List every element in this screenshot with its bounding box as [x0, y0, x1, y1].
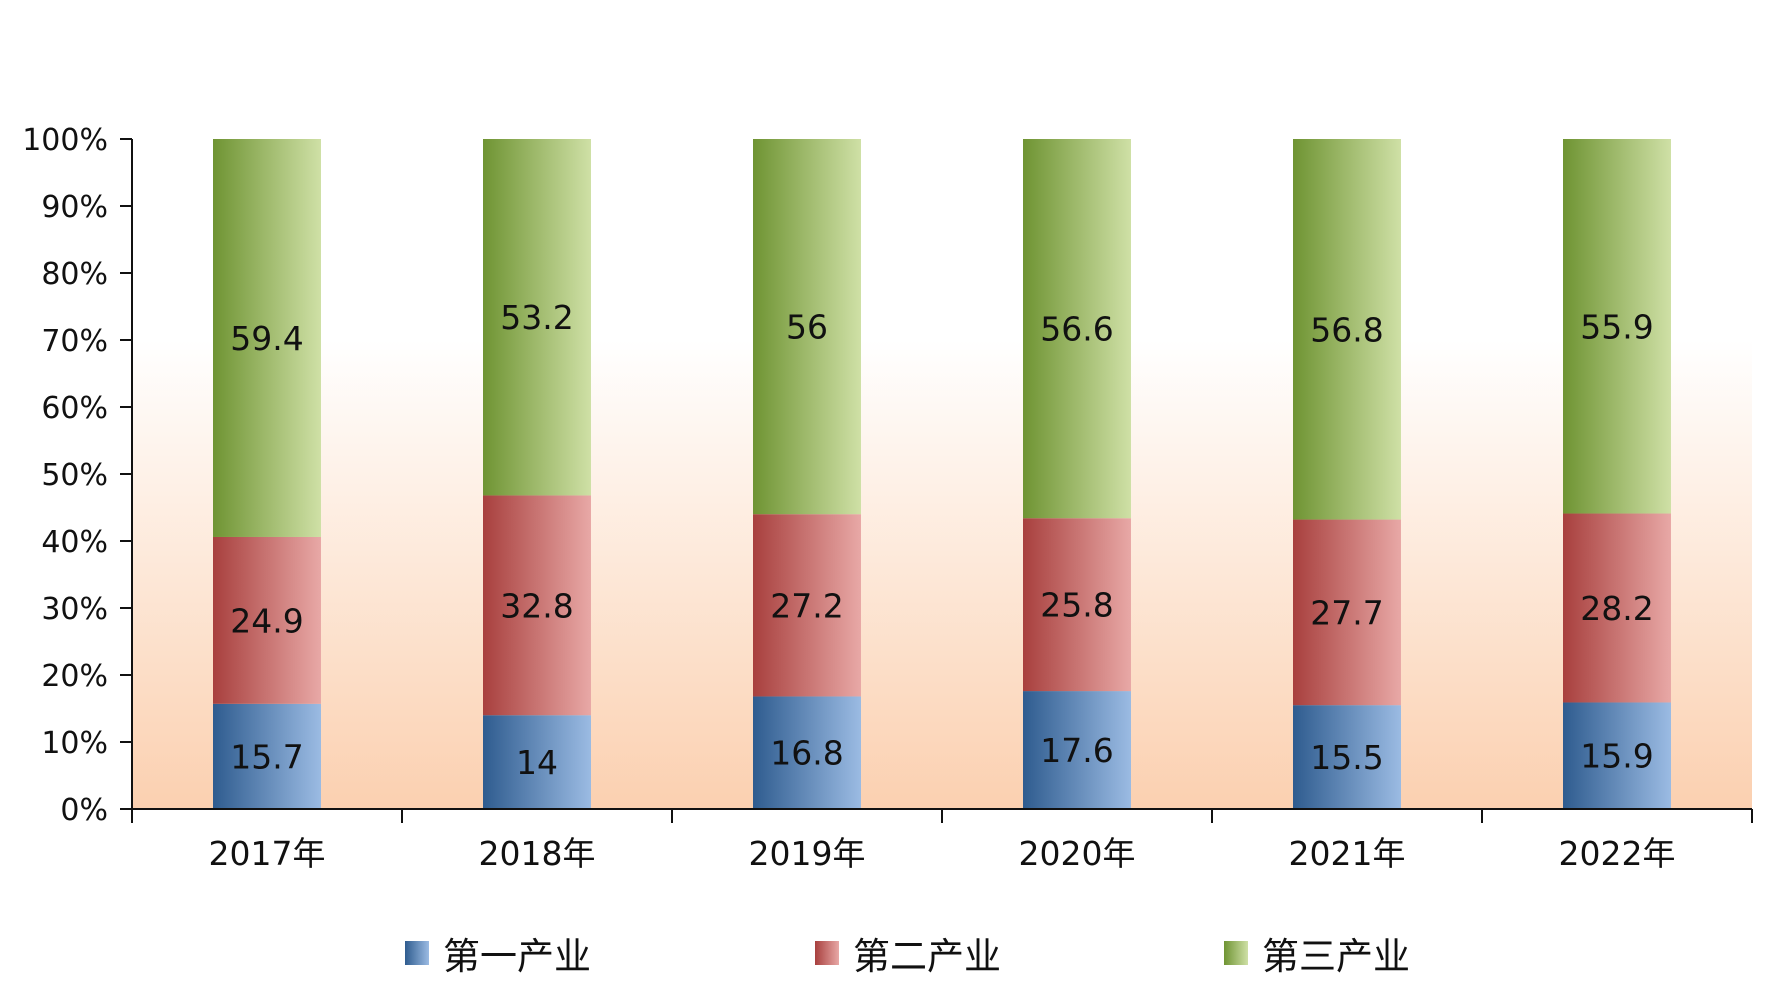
y-tick-label: 90%: [41, 190, 108, 225]
y-tick-label: 70%: [41, 324, 108, 359]
x-tick-label: 2021年: [1289, 834, 1406, 873]
data-label: 15.7: [230, 737, 303, 776]
bar-segment: [483, 139, 591, 496]
plot-background: [132, 139, 1752, 809]
data-label: 14: [516, 743, 558, 782]
data-label: 55.9: [1580, 307, 1653, 346]
bar-segment: [1293, 705, 1401, 809]
data-label: 15.9: [1580, 737, 1653, 776]
data-label: 53.2: [500, 298, 573, 337]
legend-item-primary: 第一产业: [405, 925, 591, 981]
data-label: 27.2: [770, 586, 843, 625]
data-label: 17.6: [1040, 731, 1113, 770]
legend-label-secondary: 第二产业: [853, 935, 1001, 978]
bar-segment: [1563, 513, 1671, 703]
data-label: 56.8: [1310, 310, 1383, 349]
bar-segment: [1563, 702, 1671, 809]
data-label: 56.6: [1040, 310, 1113, 349]
x-tick-label: 2018年: [479, 834, 596, 873]
bar-segment: [753, 139, 861, 515]
data-label: 15.5: [1310, 738, 1383, 777]
bar-segment: [1023, 139, 1131, 519]
y-tick-label: 80%: [41, 257, 108, 292]
data-label: 32.8: [500, 586, 573, 625]
bar-segment: [213, 139, 321, 537]
legend-item-tertiary: 第三产业: [1224, 925, 1410, 981]
bar-segment: [1293, 139, 1401, 520]
x-tick-label: 2017年: [209, 834, 326, 873]
data-label: 16.8: [770, 734, 843, 773]
bar-segment: [483, 495, 591, 716]
y-tick-label: 20%: [41, 659, 108, 694]
bar-segment: [1563, 139, 1671, 514]
bar-segment: [1023, 518, 1131, 692]
data-label: 59.4: [230, 319, 303, 358]
data-label: 28.2: [1580, 589, 1653, 628]
data-label: 27.7: [1310, 593, 1383, 632]
y-tick-label: 50%: [41, 458, 108, 493]
data-label: 25.8: [1040, 586, 1113, 625]
y-tick-label: 40%: [41, 525, 108, 560]
x-tick-label: 2022年: [1559, 834, 1676, 873]
bar-segment: [753, 696, 861, 809]
x-tick-label: 2019年: [749, 834, 866, 873]
x-tick-label: 2020年: [1019, 834, 1136, 873]
y-tick-label: 60%: [41, 391, 108, 426]
bar-segment: [1023, 691, 1131, 809]
legend-label-primary: 第一产业: [443, 935, 591, 978]
legend-swatch-secondary: [815, 941, 839, 965]
legend-swatch-primary: [405, 941, 429, 965]
legend: 第一产业 第二产业 第三产业: [0, 925, 1781, 981]
bar-segment: [213, 536, 321, 704]
legend-item-secondary: 第二产业: [815, 925, 1001, 981]
y-tick-label: 100%: [22, 123, 108, 158]
data-label: 56: [786, 308, 828, 347]
legend-swatch-tertiary: [1224, 941, 1248, 965]
bar-segment: [483, 715, 591, 809]
y-tick-label: 10%: [41, 726, 108, 761]
bar-segment: [1293, 519, 1401, 706]
legend-label-tertiary: 第三产业: [1262, 935, 1410, 978]
y-tick-label: 0%: [60, 793, 108, 828]
bar-segment: [213, 703, 321, 809]
y-tick-label: 30%: [41, 592, 108, 627]
data-label: 24.9: [230, 601, 303, 640]
bar-segment: [753, 514, 861, 697]
